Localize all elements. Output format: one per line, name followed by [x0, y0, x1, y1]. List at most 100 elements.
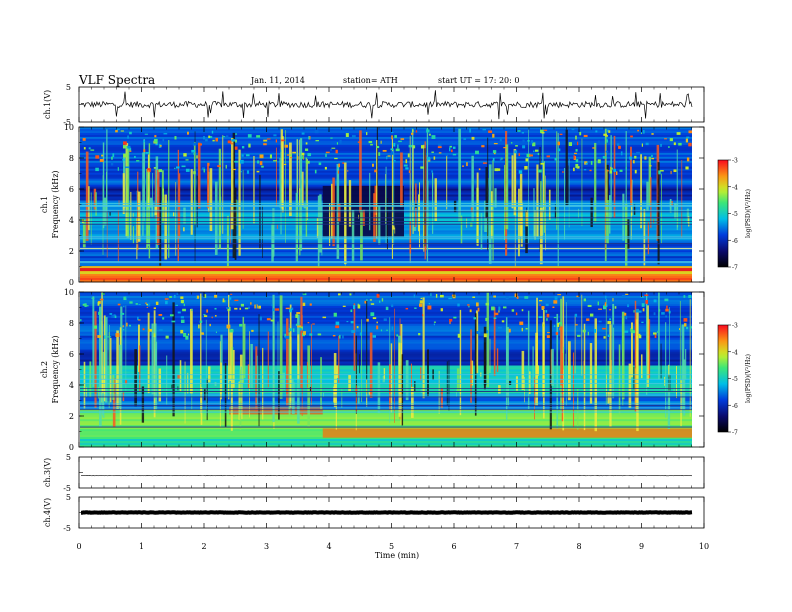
spectrogram-red-line: [80, 268, 693, 272]
sferic-streak: [489, 338, 491, 373]
spectrogram-band: [80, 349, 693, 353]
x-axis-label: Time (min): [375, 551, 419, 560]
sferic-streak: [130, 191, 132, 240]
spectrogram-speckle: [539, 129, 544, 134]
spectrogram-speckle: [482, 129, 487, 131]
spectrogram-speckle: [369, 299, 372, 301]
spectrogram-speckle: [438, 143, 442, 148]
sferic-streak: [279, 158, 281, 208]
spectrogram-speckle: [653, 312, 656, 316]
spectrogram-speckle: [324, 166, 327, 170]
sferic-streak: [214, 181, 218, 255]
sferic-streak: [231, 138, 234, 230]
spectrogram-band: [80, 150, 693, 154]
sferic-streak: [476, 310, 479, 374]
sferic-streak: [155, 341, 158, 410]
spectrogram-speckle: [86, 305, 89, 307]
spectrogram-speckle: [633, 310, 635, 313]
spectrogram-speckle: [104, 335, 106, 339]
spectrogram-speckle: [631, 330, 636, 334]
sferic-streak: [631, 322, 633, 378]
spectrogram-speckle: [123, 329, 125, 331]
spectrogram-band: [80, 393, 693, 396]
sferic-streak: [124, 380, 128, 385]
spectrogram-speckle: [333, 312, 337, 317]
spectrogram-speckle: [271, 304, 273, 307]
spectrogram-band: [80, 327, 693, 331]
spectrogram-band: [80, 353, 693, 356]
spectrogram-speckle: [229, 329, 234, 333]
colorbar-label: log(PSD)(V²/Hz): [745, 189, 752, 238]
sferic-streak: [409, 135, 411, 263]
spectrogram-speckle: [427, 156, 431, 161]
sferic-streak: [423, 144, 425, 252]
spectrogram-speckle: [256, 135, 261, 138]
spectrogram-speckle: [604, 302, 607, 307]
spectrogram-band: [80, 375, 693, 378]
sferic-streak: [425, 155, 427, 251]
spectrogram-speckle: [230, 293, 233, 295]
sferic-streak: [536, 297, 538, 400]
spectrogram-speckle: [519, 321, 524, 326]
spectrogram-speckle: [586, 318, 590, 321]
spectrogram-speckle: [208, 135, 211, 139]
spectrogram-speckle: [99, 158, 104, 162]
spectrogram-speckle: [292, 328, 295, 333]
spectrogram-speckle: [418, 333, 421, 336]
spectrogram-speckle: [595, 130, 598, 133]
sferic-streak: [471, 155, 474, 222]
spectrogram-speckle: [129, 301, 133, 304]
sferic-streak: [309, 386, 312, 391]
spectrogram-band: [80, 293, 693, 297]
spectrogram-speckle: [356, 326, 359, 329]
colorbar: [717, 324, 729, 433]
sferic-streak: [376, 127, 378, 222]
spectrogram-speckle: [193, 152, 195, 155]
spectrogram-speckle: [175, 304, 179, 306]
spectrogram-speckle: [420, 297, 423, 299]
spectrogram-speckle: [241, 154, 244, 157]
spectrogram-speckle: [191, 308, 193, 311]
spectrogram-speckle: [690, 326, 694, 329]
spectrogram-speckle: [155, 142, 158, 146]
spectrogram-band: [80, 417, 693, 420]
spectrogram-speckle: [658, 170, 661, 175]
spectrogram-band: [80, 395, 693, 398]
sferic-streak: [532, 346, 534, 387]
sferic-streak: [247, 364, 250, 388]
sferic-streak: [658, 292, 660, 380]
spectrogram-speckle: [225, 164, 227, 169]
sferic-streak: [424, 148, 426, 247]
spectrogram-speckle: [301, 132, 305, 135]
sferic-streak: [108, 332, 110, 409]
sferic-streak: [353, 303, 356, 371]
spectrogram-speckle: [309, 303, 312, 306]
spectrogram-line: [80, 247, 693, 250]
spectrogram-speckle: [380, 140, 382, 144]
figure-title: VLF Spectra: [78, 73, 155, 87]
spectrogram-speckle: [239, 307, 241, 310]
spectrogram-speckle: [603, 133, 607, 136]
spectrogram-band: [80, 144, 693, 148]
spectrogram-speckle: [641, 303, 645, 307]
spectrogram-speckle: [685, 326, 689, 330]
spectrogram-speckle: [176, 293, 179, 295]
spectrogram-speckle: [612, 324, 615, 328]
spectrogram-speckle: [301, 152, 305, 156]
spectrogram-speckle: [256, 170, 260, 173]
spectrogram-band: [80, 413, 693, 416]
spectrogram-speckle: [240, 303, 244, 307]
spectrogram-band: [80, 258, 693, 261]
spectrogram-speckle: [483, 333, 487, 338]
sferic-streak: [359, 130, 362, 213]
spectrogram-speckle: [185, 335, 189, 340]
spectrogram-speckle: [571, 128, 575, 131]
sferic-streak: [527, 310, 530, 409]
sferic-streak: [525, 210, 528, 254]
spectrogram-speckle: [632, 160, 635, 164]
spectrogram-speckle: [391, 304, 394, 308]
sferic-streak: [460, 380, 461, 392]
spectrogram-speckle: [182, 308, 186, 312]
spectrogram-speckle: [625, 167, 627, 170]
spectrogram-speckle: [619, 169, 623, 172]
